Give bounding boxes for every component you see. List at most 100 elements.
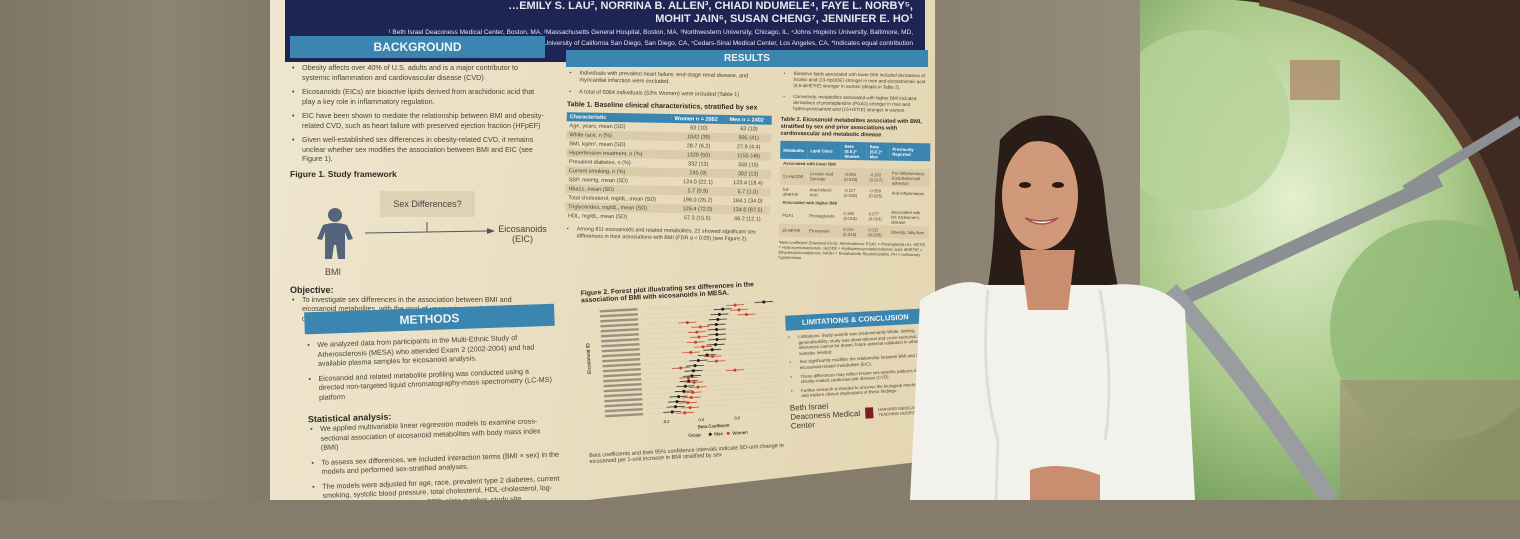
eicosanoid-id-label: [600, 328, 639, 333]
men-point: [721, 307, 725, 311]
women-point: [686, 376, 690, 380]
harvard-shield-icon: [865, 407, 874, 419]
table-cell: HDL, mg/dL, mean (SD): [567, 212, 628, 220]
table-cell: 46.2 (12.1): [734, 215, 761, 223]
women-point: [696, 385, 700, 389]
eicosanoid-id-label: [599, 308, 638, 313]
bullet: Obesity affects over 40% of U.S. adults …: [290, 63, 545, 82]
women-point: [688, 406, 692, 410]
background-heading: BACKGROUND: [290, 36, 545, 58]
eicosanoid-id-label: [604, 397, 643, 403]
hands: [1030, 466, 1100, 500]
table-cell: 0.277 (0.024): [868, 211, 882, 222]
bullet: To assess sex differences, we included i…: [309, 449, 560, 477]
gridline: [641, 301, 777, 310]
men-point: [692, 369, 696, 373]
forest-x-label: Beta Coefficient: [698, 423, 731, 430]
men-point: [705, 353, 709, 357]
gridline: [641, 306, 777, 315]
women-point: [683, 411, 687, 415]
legend-women-swatch: [726, 431, 730, 435]
women-point: [691, 390, 695, 394]
legend-men: Men: [714, 431, 724, 436]
eicosanoid-id-label: [599, 313, 638, 318]
eicosanoid-id-label: [604, 407, 643, 413]
sex-differences-box: Sex Differences?: [380, 190, 475, 217]
women-point: [711, 354, 715, 358]
white-shirt: [910, 282, 1195, 500]
table2-header: Beta (S.E.)* Women: [841, 141, 867, 161]
x-tick-label: 0.2: [734, 415, 741, 420]
gridline: [646, 396, 782, 405]
person-figure-icon: [317, 207, 353, 259]
eicosanoids-label: Eicosanoids (EIC): [498, 223, 547, 244]
gridline: [645, 381, 781, 390]
forest-y-label: Eicosanoid ID: [585, 343, 593, 375]
figure1-title: Figure 1. Study framework: [290, 168, 397, 179]
objective-title: Objective:: [290, 284, 334, 295]
figure2-caption: Beta coefficients and their 95% confiden…: [589, 442, 785, 466]
women-point: [744, 313, 748, 317]
men-point: [674, 405, 678, 409]
women-point: [686, 401, 690, 405]
table2-header: Lipid Class: [807, 141, 842, 160]
bullet: We analyzed data from participants in th…: [305, 332, 556, 369]
eicosanoid-id-label: [602, 363, 641, 368]
eicosanoid-id-label: [605, 412, 644, 418]
men-point: [682, 389, 686, 393]
results-section: Individuals with prevalent heart failure…: [564, 70, 772, 249]
gridline: [642, 321, 778, 330]
eicosanoid-id-label: [601, 348, 640, 353]
bullet: Individuals with prevalent heart failure…: [567, 70, 772, 88]
women-point: [679, 366, 683, 370]
women-point: [685, 321, 689, 325]
table1: Characteristic Women n = 2662 Men n = 2402…: [565, 112, 772, 224]
building: [1290, 60, 1340, 100]
gridline: [645, 366, 780, 375]
table-cell: 0.188 (0.018): [843, 210, 857, 222]
women-point: [701, 345, 705, 349]
men-point: [710, 348, 714, 352]
gridline: [645, 376, 781, 385]
women-point: [733, 368, 737, 372]
person-photo: [910, 115, 1195, 500]
table-cell: 57.3 (15.5): [683, 214, 711, 222]
authors-line-2: MOHIT JAIN⁶, SUSAN CHENG⁷, JENNIFER E. H…: [655, 13, 913, 25]
x-tick-label: -0.2: [662, 419, 670, 424]
eicosanoid-id-label: [600, 333, 639, 338]
eicosanoid-id-label: [602, 358, 641, 363]
eicosanoid-id-label: [601, 343, 640, 348]
gridline: [643, 341, 779, 350]
gridline: [644, 356, 780, 365]
men-point: [675, 400, 679, 404]
table-cell: -0.117 (0.018): [843, 187, 858, 198]
fabric-wall-left: [0, 0, 275, 500]
women-point: [692, 380, 696, 384]
bullet: Eicosanoids (EICs) are bioactive lipids …: [290, 87, 545, 106]
research-poster: …EMILY S. LAU², NORRINA B. ALLEN³, CHIAD…: [270, 0, 935, 500]
table-cell: 0.210 (0.018): [840, 224, 866, 239]
men-point: [714, 322, 718, 326]
men-point: [716, 317, 720, 321]
figure1-diagram: Sex Differences? BMI Eicosanoids (EIC): [290, 179, 547, 279]
women-point: [698, 325, 702, 329]
eicosanoid-id-label: [602, 368, 641, 373]
table-cell: 5,6-diHETrE: [782, 186, 799, 197]
window-mullion: [1177, 173, 1443, 307]
figure2: Figure 2. Forest plot illustrating sex d…: [581, 280, 790, 465]
window-view: [1140, 0, 1520, 500]
bullet: Eicosanoid and related metabolite profil…: [306, 365, 557, 402]
table2-header: Metabolite: [780, 140, 808, 160]
gridline: [643, 331, 779, 340]
gridline: [642, 311, 777, 320]
gridline: [642, 316, 778, 325]
eicosanoid-id-label: [604, 392, 643, 398]
women-point: [695, 330, 699, 334]
bidmc-logo: Beth Israel Deaconess Medical Center: [789, 401, 861, 431]
table-cell: PGA1: [782, 212, 794, 218]
eicosanoid-id-label: [601, 338, 640, 343]
women-point: [733, 303, 737, 307]
eicosanoid-id-label: [603, 373, 642, 378]
men-point: [715, 337, 719, 341]
